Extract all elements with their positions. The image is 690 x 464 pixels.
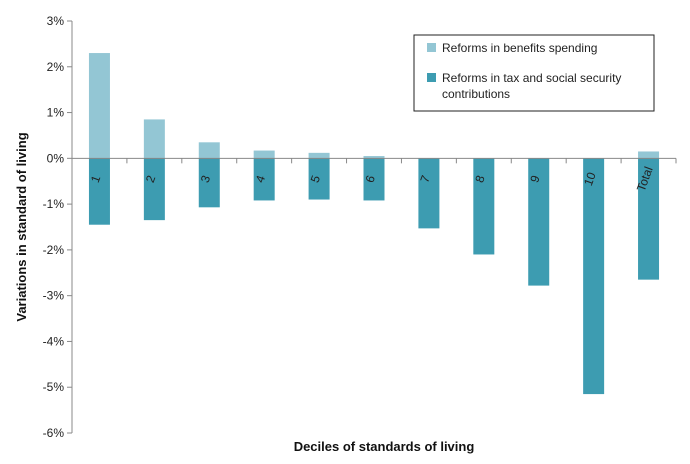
x-tick-label: 7 xyxy=(417,173,433,184)
y-tick-label: -4% xyxy=(43,334,65,348)
y-tick-label: 0% xyxy=(47,151,65,165)
x-tick-label: 6 xyxy=(363,173,379,184)
y-tick-label: 2% xyxy=(47,60,65,74)
legend-box xyxy=(413,34,655,112)
legend: Reforms in benefits spending Reforms in t… xyxy=(413,34,655,112)
bar-tax-contributions xyxy=(253,158,275,201)
y-tick-label: -1% xyxy=(43,197,65,211)
legend-label: Reforms in tax and social security xyxy=(442,71,621,85)
legend-label: Reforms in benefits spending xyxy=(442,41,597,55)
x-tick-label: 8 xyxy=(472,173,488,184)
bar-tax-contributions xyxy=(198,158,220,208)
y-tick-label: 1% xyxy=(47,106,65,120)
legend-swatch xyxy=(427,43,436,52)
bar-benefits-spending xyxy=(638,151,660,159)
bar-tax-contributions xyxy=(418,158,440,229)
y-axis: 3% 2% 1% 0% -1% -2% -3% -4% -5% -6% xyxy=(43,14,73,440)
y-tick-label: -2% xyxy=(43,243,65,257)
x-tick-label: 1 xyxy=(88,173,104,184)
bar-benefits-spending xyxy=(308,152,330,159)
x-tick-label: 2 xyxy=(143,173,159,184)
x-tick-label: 3 xyxy=(198,173,214,184)
bar-benefits-spending xyxy=(253,150,275,159)
legend-label: contributions xyxy=(442,87,510,101)
bar-tax-contributions xyxy=(473,158,495,255)
y-axis-title: Variations in standard of living xyxy=(14,132,29,321)
x-axis xyxy=(71,157,677,164)
legend-swatch xyxy=(427,73,436,82)
x-axis-title: Deciles of standards of living xyxy=(294,439,475,454)
x-tick-label: 5 xyxy=(308,173,324,184)
bar-tax-contributions xyxy=(638,158,660,280)
x-tick-label: 4 xyxy=(253,173,269,184)
bars-group xyxy=(88,53,660,395)
bar-tax-contributions xyxy=(308,158,330,200)
bar-tax-contributions xyxy=(528,158,550,286)
bar-benefits-spending xyxy=(198,142,220,159)
y-tick-label: 3% xyxy=(47,14,65,28)
bar-benefits-spending xyxy=(88,53,110,159)
bar-benefits-spending xyxy=(143,119,165,159)
bar-benefits-spending xyxy=(363,156,385,159)
y-tick-label: -5% xyxy=(43,380,65,394)
bar-tax-contributions xyxy=(583,158,605,395)
y-tick-label: -6% xyxy=(43,426,65,440)
y-tick-label: -3% xyxy=(43,289,65,303)
bar-tax-contributions xyxy=(88,158,110,225)
bar-tax-contributions xyxy=(143,158,165,221)
x-labels-group: 1 2 3 4 5 6 7 8 9 10 Total xyxy=(88,165,656,194)
x-tick-label: 10 xyxy=(581,170,599,188)
bar-tax-contributions xyxy=(363,158,385,201)
x-tick-label: 9 xyxy=(527,173,543,184)
